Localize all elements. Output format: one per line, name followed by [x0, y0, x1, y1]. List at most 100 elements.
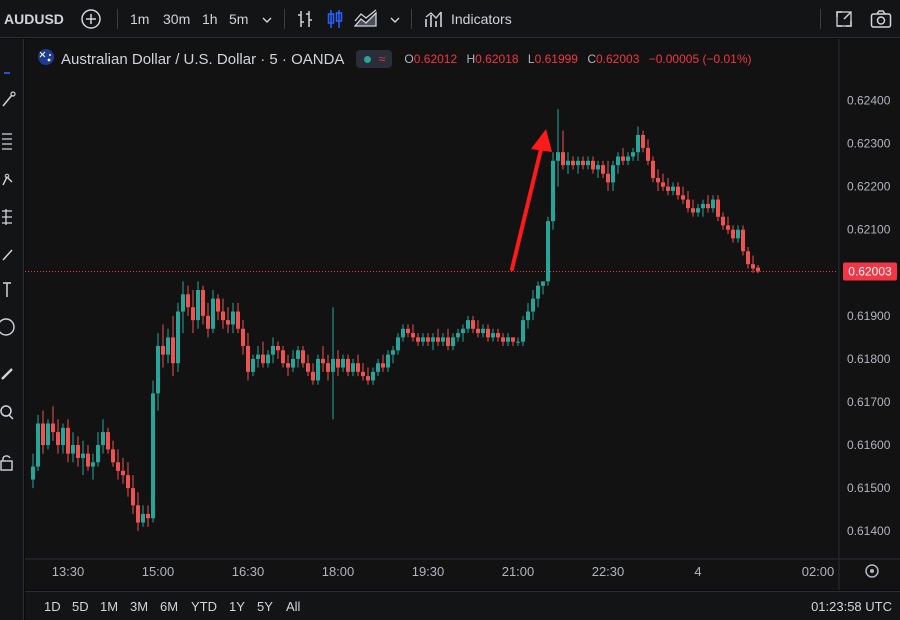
brush-icon[interactable] — [0, 241, 22, 265]
annotation-arrow-head — [531, 129, 552, 152]
candle-body — [101, 432, 105, 446]
candle-body — [81, 453, 85, 458]
ruler-icon[interactable] — [0, 361, 22, 385]
flag-icon — [37, 48, 55, 71]
candle-body — [546, 221, 550, 282]
range-3m[interactable]: 3M — [130, 599, 149, 614]
candle-body — [51, 423, 55, 433]
range-1y[interactable]: 1Y — [229, 599, 245, 614]
indicators-button[interactable]: Indicators — [451, 11, 512, 27]
timeframe-1h[interactable]: 1h — [202, 11, 218, 27]
chart-settings-icon[interactable] — [865, 564, 879, 578]
candle-body — [251, 358, 255, 372]
candle-body — [646, 147, 650, 161]
candles-chart-type-icon[interactable] — [326, 0, 344, 38]
candle-body — [741, 229, 745, 252]
x-tick-label: 21:00 — [502, 564, 535, 579]
range-1d[interactable]: 1D — [44, 599, 61, 614]
candle-body — [586, 160, 590, 166]
candle-body — [496, 333, 500, 338]
range-6m[interactable]: 6M — [160, 599, 179, 614]
y-tick-label: 0.61900 — [847, 309, 891, 323]
candle-body — [746, 251, 750, 265]
camera-icon[interactable] — [870, 0, 892, 38]
range-1m[interactable]: 1M — [100, 599, 119, 614]
candle-body — [166, 337, 170, 355]
candle-body — [206, 315, 210, 329]
candle-body — [396, 337, 400, 351]
candle-body — [336, 358, 340, 368]
lock-icon[interactable] — [0, 451, 22, 475]
indicators-icon[interactable] — [424, 0, 444, 38]
x-tick-label: 15:00 — [142, 564, 175, 579]
market-status-badge[interactable]: ≈ — [356, 50, 393, 68]
x-tick-label: 22:30 — [592, 564, 625, 579]
change-value: −0.00005 (−0.01%) — [648, 52, 752, 66]
timeframe-5m[interactable]: 5m — [229, 11, 249, 27]
bar-chart-type-icon[interactable] — [296, 0, 314, 38]
low-value: 0.61999 — [534, 52, 578, 66]
candle-body — [661, 182, 665, 187]
candle-body — [621, 156, 625, 161]
candle-body — [426, 337, 430, 342]
projection-icon[interactable] — [0, 205, 22, 229]
chevron-down-icon[interactable] — [262, 0, 272, 38]
candle-body — [431, 337, 435, 342]
candle-body — [36, 423, 40, 467]
symbol-search-button[interactable]: AUDUSD — [4, 11, 64, 27]
crosshair-icon[interactable] — [0, 59, 22, 83]
chevron-down-icon[interactable] — [390, 0, 400, 38]
candle-body — [711, 199, 715, 209]
candle-body — [591, 160, 595, 170]
fullscreen-icon[interactable] — [834, 0, 854, 38]
candle-body — [751, 264, 755, 269]
range-ytd[interactable]: YTD — [191, 599, 217, 614]
candle-body — [681, 195, 685, 200]
range-5y[interactable]: 5Y — [257, 599, 273, 614]
candle-body — [446, 337, 450, 346]
candle-body — [691, 208, 695, 213]
timeframe-30m[interactable]: 30m — [163, 11, 191, 27]
trend-line-icon[interactable] — [0, 87, 22, 111]
candle-body — [86, 453, 90, 467]
candlestick-chart[interactable]: 0.61400 0.61500 0.61600 0.61700 0.61800 0.619… — [25, 39, 900, 590]
text-icon[interactable] — [0, 277, 22, 301]
zoom-icon[interactable] — [0, 401, 22, 425]
candle-body — [441, 337, 445, 342]
candle-body — [671, 186, 675, 191]
candle-body — [656, 178, 660, 183]
candle-body — [171, 337, 175, 364]
candle-body — [136, 505, 140, 523]
range-5d[interactable]: 5D — [72, 599, 89, 614]
compare-add-icon[interactable] — [80, 0, 102, 38]
candle-body — [296, 350, 300, 359]
chart-pane[interactable]: 0.61400 0.61500 0.61600 0.61700 0.61800 0.619… — [25, 39, 900, 590]
candle-body — [731, 229, 735, 239]
market-open-dot-icon — [363, 55, 371, 63]
x-tick-label: 19:30 — [412, 564, 445, 579]
chart-legend: Australian Dollar / U.S. Dollar · 5 · OA… — [37, 47, 757, 71]
timeframe-1m[interactable]: 1m — [130, 11, 150, 27]
utc-clock[interactable]: 01:23:58 UTC — [811, 599, 892, 614]
area-chart-type-icon[interactable] — [353, 0, 378, 38]
candle-body — [366, 376, 370, 381]
candle-body — [676, 186, 680, 196]
candle-body — [91, 462, 95, 467]
candle-body — [551, 160, 555, 222]
candle-body — [291, 358, 295, 368]
open-value: 0.62012 — [413, 52, 458, 66]
candle-body — [481, 328, 485, 334]
emoji-icon[interactable] — [0, 315, 22, 339]
range-all[interactable]: All — [286, 599, 301, 614]
candle-body — [411, 333, 415, 338]
candle-body — [226, 320, 230, 325]
high-key: H — [466, 52, 476, 66]
candle-body — [636, 134, 640, 153]
patterns-icon[interactable] — [0, 167, 22, 191]
open-key: O — [404, 52, 414, 66]
candle-body — [626, 156, 630, 161]
fib-retracement-icon[interactable] — [0, 129, 22, 153]
y-tick-label: 0.62300 — [847, 137, 891, 151]
candle-body — [701, 203, 705, 209]
low-key: L — [527, 52, 535, 66]
